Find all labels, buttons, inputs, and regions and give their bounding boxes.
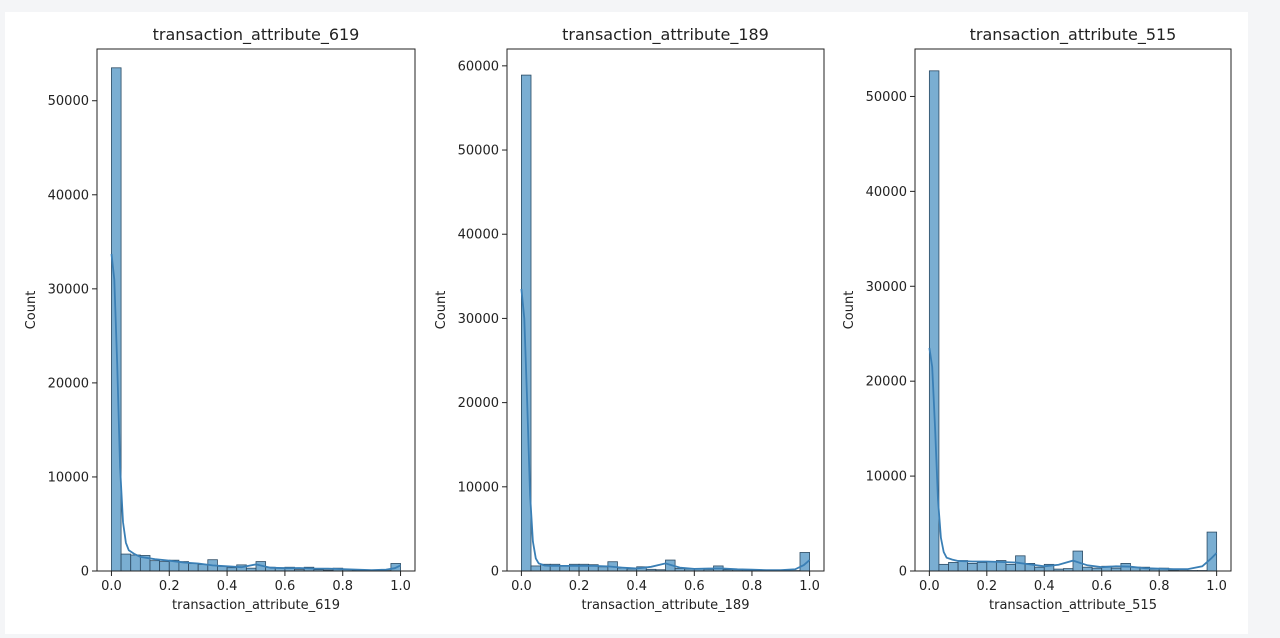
chart-panel-2: 0.0 0.2 0.4 0.6 0.8 1.0 0 10000 20000 30000 40000 5… <box>434 25 825 613</box>
y-tick-label: 40000 <box>48 188 89 203</box>
chart-title: transaction_attribute_515 <box>970 25 1177 45</box>
histogram-bar <box>967 563 978 572</box>
x-tick-label: 0.0 <box>101 579 122 594</box>
x-tick-label: 0.2 <box>569 579 590 594</box>
y-tick-label: 10000 <box>866 470 907 485</box>
chart-panel-1: 0.0 0.2 0.4 0.6 0.8 1.0 0 10000 20000 30000 40000 5… <box>24 25 416 613</box>
kde-line <box>110 253 401 572</box>
x-tick-label: 0.8 <box>332 579 353 594</box>
histogram-bar <box>938 563 949 572</box>
x-tick-label: 0.0 <box>919 579 940 594</box>
histogram-bar <box>120 553 132 572</box>
axes-frame <box>914 48 1232 572</box>
chart-title: transaction_attribute_189 <box>562 25 769 45</box>
y-tick-label: 50000 <box>866 90 907 105</box>
y-tick-label: 10000 <box>458 480 499 495</box>
histogram-bar <box>1206 531 1218 572</box>
histogram-bar <box>986 561 997 572</box>
x-axis-label: transaction_attribute_189 <box>582 598 750 613</box>
y-axis-label: Count <box>434 291 449 330</box>
y-tick-label: 30000 <box>48 282 89 297</box>
y-tick-label: 50000 <box>48 94 89 109</box>
kde-line <box>520 288 811 572</box>
y-tick-label: 20000 <box>458 396 499 411</box>
histogram-bar <box>188 563 199 572</box>
axes-frame <box>96 48 416 572</box>
histogram-bar <box>976 562 988 572</box>
x-tick-label: 0.4 <box>626 579 647 594</box>
y-tick-label: 20000 <box>866 375 907 390</box>
y-tick-label: 50000 <box>458 144 499 159</box>
x-tick-label: 1.0 <box>390 579 411 594</box>
histogram-bar <box>530 565 542 572</box>
y-axis-label: Count <box>842 291 857 330</box>
x-tick-label: 0.0 <box>511 579 532 594</box>
histogram-bar <box>1082 566 1093 572</box>
x-tick-label: 0.6 <box>684 579 705 594</box>
histogram-bar <box>948 562 959 572</box>
x-axis-label: transaction_attribute_619 <box>172 598 340 613</box>
y-tick-label: 40000 <box>458 228 499 243</box>
y-tick-label: 30000 <box>866 280 907 295</box>
chart-title: transaction_attribute_619 <box>153 25 360 45</box>
histogram-bar <box>149 560 161 572</box>
x-tick-label: 0.2 <box>159 579 180 594</box>
histogram-bar <box>1005 563 1016 572</box>
y-tick-label: 10000 <box>48 470 89 485</box>
x-tick-label: 0.6 <box>275 579 296 594</box>
y-axis-label: Count <box>24 291 39 330</box>
x-axis-label: transaction_attribute_515 <box>989 598 1157 613</box>
histogram-bar <box>597 566 609 572</box>
x-tick-label: 1.0 <box>1206 579 1227 594</box>
x-tick-label: 0.4 <box>1034 579 1055 594</box>
histogram-bar <box>130 554 141 572</box>
y-tick-label: 40000 <box>866 185 907 200</box>
axes-frame <box>506 48 825 572</box>
y-tick-label: 0 <box>491 565 499 580</box>
y-tick-label: 0 <box>899 565 907 580</box>
y-tick-label: 20000 <box>48 376 89 391</box>
histogram-bar <box>1034 566 1045 572</box>
x-tick-label: 1.0 <box>799 579 820 594</box>
x-tick-label: 0.6 <box>1091 579 1112 594</box>
histogram-figure: 0.0 0.2 0.4 0.6 0.8 1.0 0 10000 20000 30000 40000 5… <box>24 25 1232 613</box>
x-tick-label: 0.4 <box>217 579 238 594</box>
x-tick-label: 0.2 <box>976 579 997 594</box>
x-tick-label: 0.8 <box>1149 579 1170 594</box>
y-tick-label: 60000 <box>458 59 499 74</box>
y-tick-label: 0 <box>81 565 89 580</box>
histogram-bar <box>159 561 170 572</box>
chart-panel-3: 0.0 0.2 0.4 0.6 0.8 1.0 0 10000 20000 30000 40000 5… <box>842 25 1232 613</box>
y-tick-label: 30000 <box>458 312 499 327</box>
figure: 0.0 0.2 0.4 0.6 0.8 1.0 0 10000 20000 30000 40000 5… <box>5 12 1248 634</box>
x-tick-label: 0.8 <box>742 579 763 594</box>
kde-line <box>928 347 1218 570</box>
